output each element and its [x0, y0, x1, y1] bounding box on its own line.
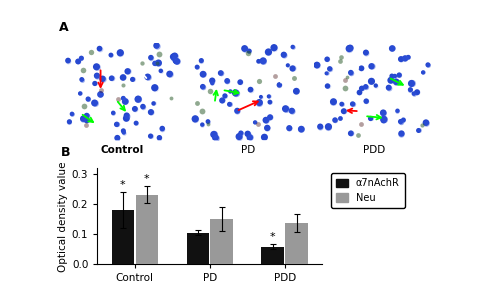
- Text: A: A: [58, 21, 68, 34]
- Text: PDD: PDD: [362, 145, 385, 155]
- Text: PD: PD: [241, 145, 255, 155]
- Text: B: B: [60, 146, 70, 159]
- Text: Control: Control: [100, 145, 144, 155]
